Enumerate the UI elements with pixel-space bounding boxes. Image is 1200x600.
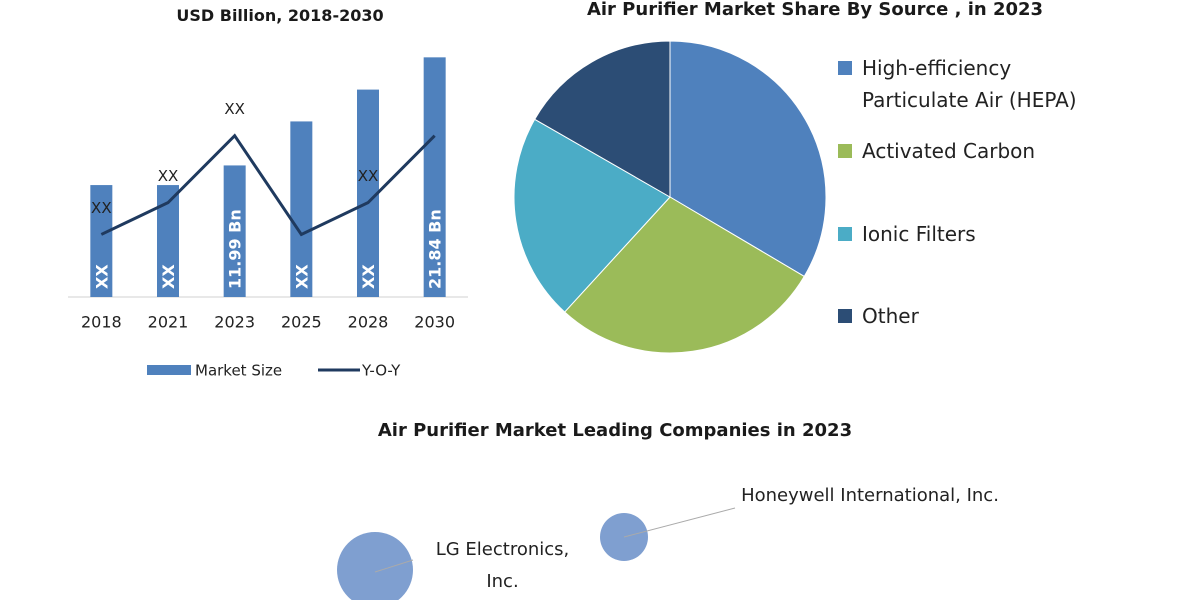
bar-value-label: XX: [359, 264, 378, 289]
line-value-label: XX: [224, 100, 245, 118]
bar: [90, 185, 113, 297]
line-value-label: XX: [91, 199, 112, 217]
legend-label: Other: [862, 304, 919, 328]
pie-title: Air Purifier Market Share By Source , in…: [586, 0, 1044, 20]
legend-label: Activated Carbon: [862, 139, 1036, 163]
legend-swatch: [147, 365, 191, 375]
bar: [157, 185, 179, 297]
legend-swatch: [838, 309, 852, 323]
legend-item: High-efficiency Particulate Air (HEPA): [838, 52, 1138, 116]
bar-value-label: XX: [292, 264, 311, 289]
legend-label: Y-O-Y: [361, 362, 401, 380]
line-value-label: XX: [358, 167, 379, 185]
line-value-label: XX: [158, 167, 179, 185]
pie-slice: [563, 196, 805, 354]
x-tick-label: 2023: [214, 313, 255, 332]
bar-value-label: 11.99 Bn: [226, 209, 245, 289]
pie-slice: [534, 40, 671, 198]
pie-slice: [669, 40, 827, 278]
connector: [374, 559, 414, 573]
connector: [623, 507, 736, 538]
legend-label: Market Size: [195, 362, 282, 380]
x-tick-label: 2025: [281, 313, 322, 332]
x-tick-label: 2030: [414, 313, 455, 332]
bar: [223, 165, 246, 297]
legend-swatch: [838, 227, 852, 241]
x-tick-label: 2028: [348, 313, 389, 332]
legend-item: Ionic Filters: [838, 218, 1138, 250]
legend-label: High-efficiency Particulate Air (HEPA): [862, 56, 1077, 112]
x-tick-label: 2018: [81, 313, 122, 332]
legend-item: Other: [838, 300, 1138, 332]
x-tick-label: 2021: [148, 313, 189, 332]
line: [100, 133, 436, 237]
legend-item: Activated Carbon: [838, 135, 1138, 167]
bar-value-label: XX: [159, 264, 178, 289]
legend-label: Ionic Filters: [862, 222, 976, 246]
bar-value-label: XX: [92, 264, 111, 289]
bar-value-label: 21.84 Bn: [426, 209, 445, 289]
legend-swatch: [838, 144, 852, 158]
legend-swatch: [838, 61, 852, 75]
bar: [357, 89, 379, 297]
company-label: Honeywell International, Inc.: [741, 485, 999, 506]
bar-title: USD Billion, 2018-2030: [176, 6, 384, 25]
company-label: LG Electronics, Inc.: [435, 539, 570, 592]
pie-slice: [513, 118, 671, 313]
company-bubble: [337, 532, 413, 600]
bar: [290, 121, 313, 298]
companies-title: Air Purifier Market Leading Companies in…: [377, 420, 853, 441]
bar: [423, 57, 446, 297]
